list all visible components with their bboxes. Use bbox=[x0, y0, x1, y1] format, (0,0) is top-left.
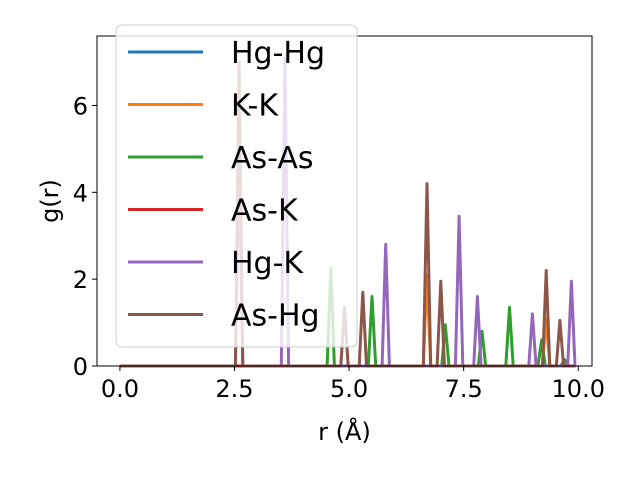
x-axis-label: r (Å) bbox=[318, 417, 371, 446]
ticks-layer: 0.0 2.5 5.0 7.5 10.0 0 2 4 6 bbox=[73, 92, 605, 403]
legend-entry-label: As-Hg bbox=[231, 299, 320, 334]
x-tick-label: 10.0 bbox=[552, 375, 605, 403]
y-tick-label: 2 bbox=[73, 266, 88, 294]
y-tick-label: 6 bbox=[73, 92, 88, 120]
legend: Hg-Hg K-K As-As As-K Hg-K As-Hg bbox=[115, 24, 358, 348]
y-axis-label: g(r) bbox=[36, 179, 64, 223]
legend-entry-label: K-K bbox=[231, 89, 279, 124]
y-tick-label: 4 bbox=[73, 179, 88, 207]
legend-entry-label: As-As bbox=[231, 141, 313, 176]
legend-entry-label: Hg-Hg bbox=[231, 36, 325, 71]
x-tick-label: 7.5 bbox=[445, 375, 483, 403]
x-tick-label: 0.0 bbox=[101, 375, 139, 403]
x-tick-label: 2.5 bbox=[215, 375, 253, 403]
legend-entry-label: As-K bbox=[231, 194, 299, 229]
y-tick-label: 0 bbox=[73, 353, 88, 381]
legend-entry-label: Hg-K bbox=[231, 246, 304, 281]
x-tick-label: 5.0 bbox=[330, 375, 368, 403]
